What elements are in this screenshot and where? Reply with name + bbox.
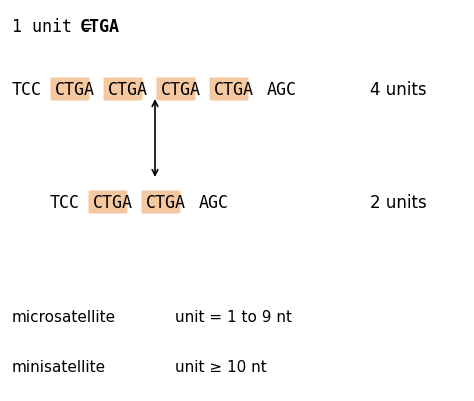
- Text: CTGA: CTGA: [146, 194, 186, 211]
- FancyBboxPatch shape: [210, 78, 248, 101]
- Text: AGC: AGC: [199, 194, 229, 211]
- Text: TCC: TCC: [50, 194, 80, 211]
- Text: CTGA: CTGA: [93, 194, 133, 211]
- Text: unit ≥ 10 nt: unit ≥ 10 nt: [175, 359, 267, 374]
- Text: CTGA: CTGA: [108, 81, 148, 99]
- Text: unit = 1 to 9 nt: unit = 1 to 9 nt: [175, 309, 292, 324]
- Text: TCC: TCC: [12, 81, 42, 99]
- Text: AGC: AGC: [267, 81, 297, 99]
- FancyBboxPatch shape: [142, 191, 181, 214]
- Text: CTGA: CTGA: [161, 81, 201, 99]
- Text: CTGA: CTGA: [55, 81, 95, 99]
- Text: CTGA: CTGA: [80, 18, 119, 36]
- FancyBboxPatch shape: [51, 78, 90, 101]
- Text: minisatellite: minisatellite: [12, 359, 106, 374]
- Text: CTGA: CTGA: [214, 81, 254, 99]
- FancyBboxPatch shape: [103, 78, 143, 101]
- Text: 4 units: 4 units: [370, 81, 427, 99]
- Text: 1 unit =: 1 unit =: [12, 18, 102, 36]
- Text: microsatellite: microsatellite: [12, 309, 116, 324]
- FancyBboxPatch shape: [156, 78, 195, 101]
- Text: 2 units: 2 units: [370, 194, 427, 211]
- FancyBboxPatch shape: [89, 191, 128, 214]
